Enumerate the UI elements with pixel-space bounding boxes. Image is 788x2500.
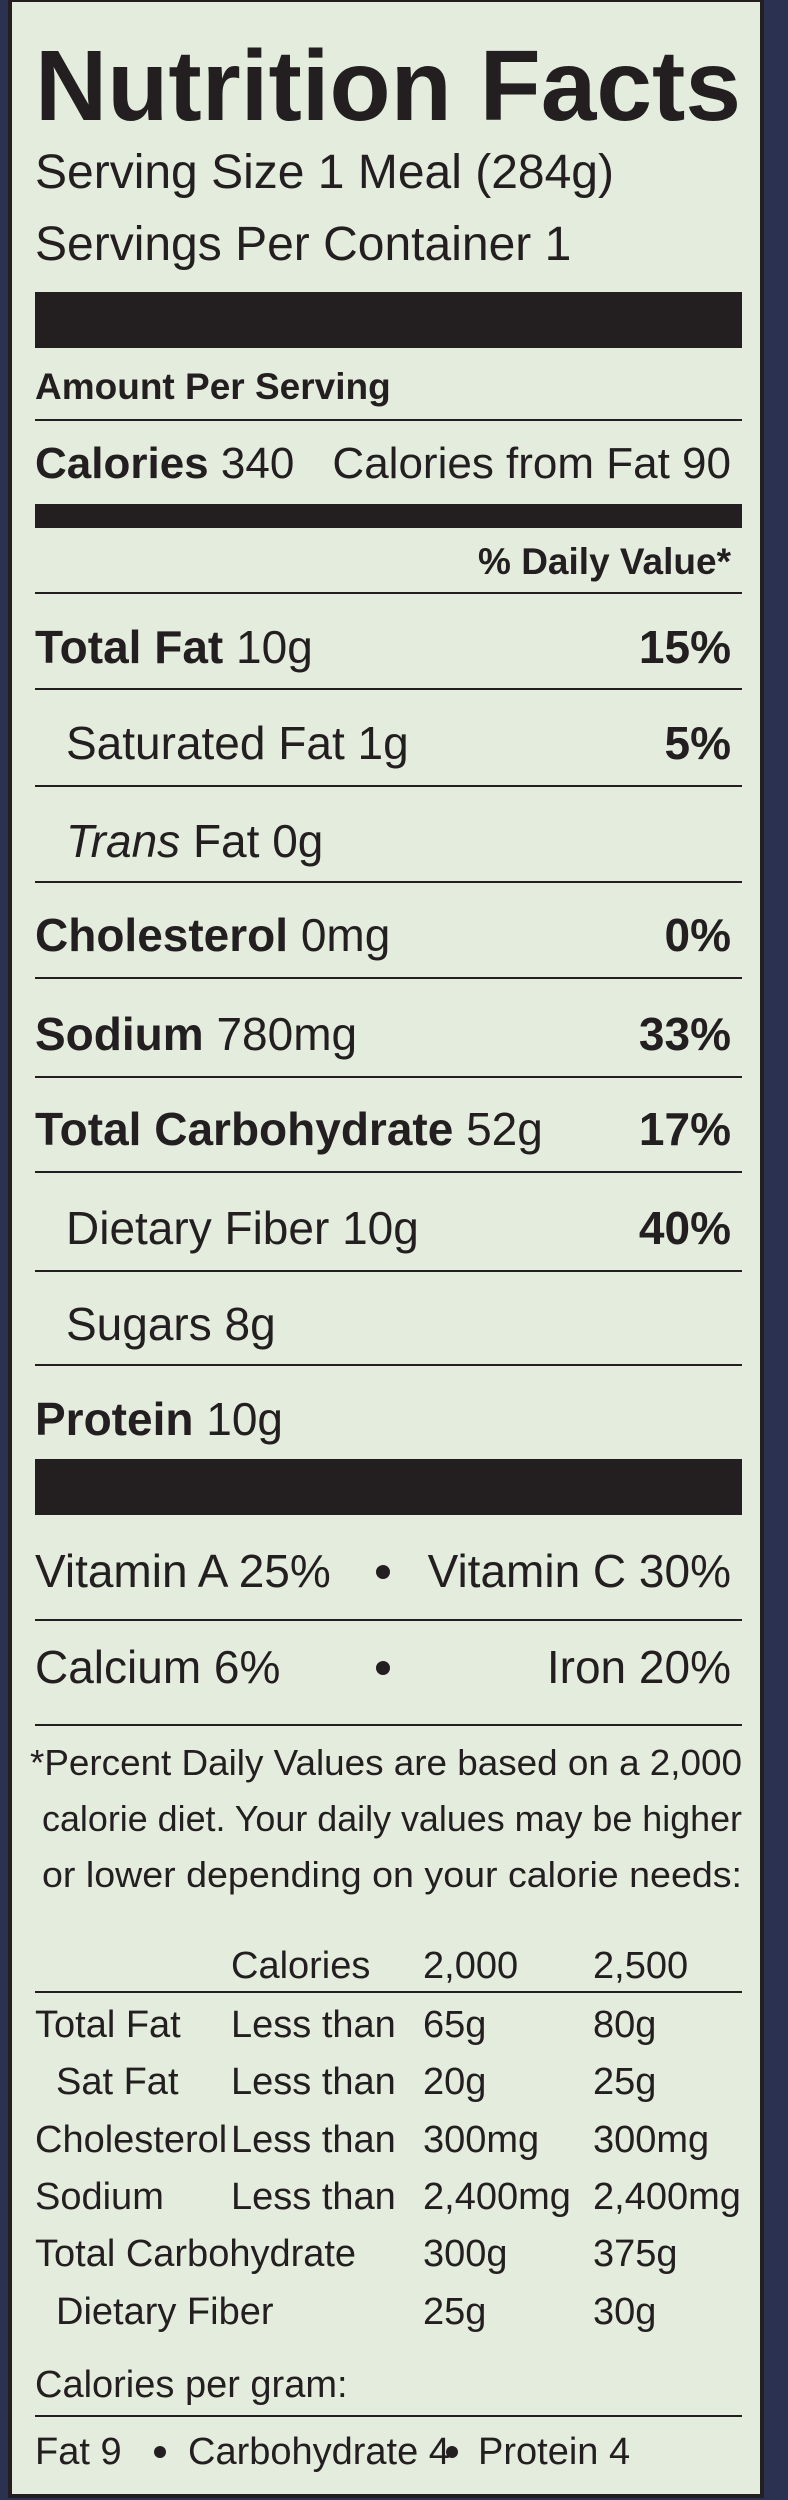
table-2500: 375g	[593, 2233, 678, 2275]
nutrient-row: Sugars 8g	[66, 1298, 276, 1350]
nutrient-row: Dietary Fiber 10g	[66, 1202, 419, 1254]
vitamin-left: Vitamin A 25%	[35, 1545, 331, 1597]
vitamin-left: Calcium 6%	[35, 1641, 280, 1693]
nutrient-name: Total Fat	[35, 621, 223, 673]
thick-bar	[35, 292, 742, 348]
table-header: Calories	[231, 1945, 370, 1987]
table-header: 2,500	[593, 1945, 688, 1987]
daily-value: 5%	[665, 717, 731, 769]
daily-value: 15%	[639, 621, 731, 673]
nutrient-amount: 52g	[466, 1103, 543, 1155]
title: Nutrition Facts	[35, 30, 741, 142]
bullet	[376, 1565, 390, 1579]
table-nutrient: Total Fat	[35, 2004, 181, 2046]
nutrient-amount: 1g	[358, 717, 409, 769]
calories-label: Calories	[35, 439, 209, 488]
table-2500: 30g	[593, 2291, 656, 2333]
serving-size: Serving Size 1 Meal (284g)	[35, 146, 614, 199]
table-limit: Less than	[231, 2004, 396, 2046]
table-2500: 25g	[593, 2061, 656, 2103]
nutrient-name: Sugars	[66, 1298, 212, 1350]
label-content: Total Fat 10g 15% Saturated Fat 1g 5% Trans …	[30, 621, 742, 2473]
nutrient-name: Cholesterol	[35, 909, 288, 961]
calories-per-gram-heading: Calories per gram:	[35, 2364, 348, 2406]
calories-from-fat: Calories from Fat 90	[332, 439, 731, 488]
nutrient-row: Cholesterol 0mg	[35, 909, 390, 961]
table-nutrient: Dietary Fiber	[56, 2291, 274, 2333]
table-nutrient: Sat Fat	[56, 2061, 179, 2103]
calories-per-gram-item: Fat 9	[35, 2431, 122, 2473]
nutrient-name: Protein	[35, 1393, 193, 1445]
table-2500: 300mg	[593, 2119, 709, 2161]
thick-bar	[35, 1459, 742, 1515]
calories-line: Calories 340	[35, 439, 294, 488]
nutrient-row: Trans Fat 0g	[66, 815, 323, 867]
nutrient-row: Protein 10g	[35, 1393, 283, 1445]
calories-per-gram-item: Carbohydrate 4	[188, 2431, 450, 2473]
daily-value: 0%	[665, 909, 731, 961]
nutrient-row: Total Carbohydrate 52g	[35, 1103, 543, 1155]
bullet	[446, 2446, 458, 2458]
nutrient-amount: 10g	[342, 1202, 419, 1254]
nutrient-amount: 8g	[225, 1298, 276, 1350]
nutrient-amount: 0g	[272, 815, 323, 867]
vitamin-right: Iron 20%	[547, 1641, 731, 1693]
nutrient-amount: 780mg	[216, 1008, 357, 1060]
calories-per-gram-item: Protein 4	[478, 2431, 630, 2473]
nutrient-name: Dietary Fiber	[66, 1202, 329, 1254]
table-2000: 25g	[423, 2291, 486, 2333]
calories-value: 340	[221, 439, 294, 488]
table-2000: 2,400mg	[423, 2176, 571, 2218]
table-limit: Less than	[231, 2176, 396, 2218]
nutrient-row: Saturated Fat 1g	[66, 717, 409, 769]
amount-heading: Amount Per Serving	[35, 366, 391, 407]
table-2000: 65g	[423, 2004, 486, 2046]
table-limit: Less than	[231, 2061, 396, 2103]
nutrient-row: Sodium 780mg	[35, 1008, 357, 1060]
nutrient-name-italic: Trans	[66, 815, 180, 867]
daily-value: 40%	[639, 1202, 731, 1254]
table-header: 2,000	[423, 1945, 518, 1987]
daily-value: 33%	[639, 1008, 731, 1060]
servings-per-container: Servings Per Container 1	[35, 218, 571, 271]
table-2500: 2,400mg	[593, 2176, 741, 2218]
nutrient-name: Total Carbohydrate	[35, 1103, 453, 1155]
nutrient-name: Fat	[193, 815, 260, 867]
daily-value: 17%	[639, 1103, 731, 1155]
nutrient-row: Total Fat 10g	[35, 621, 313, 673]
table-2000: 20g	[423, 2061, 486, 2103]
table-2500: 80g	[593, 2004, 656, 2046]
footnote-line: calorie diet. Your daily values may be h…	[42, 1798, 742, 1839]
nutrient-name: Sodium	[35, 1008, 204, 1060]
label-panel	[8, 0, 764, 2498]
table-limit: Less than	[231, 2119, 396, 2161]
nutrient-name: Saturated Fat	[66, 717, 345, 769]
table-nutrient: Cholesterol	[35, 2119, 227, 2161]
nutrient-amount: 10g	[236, 621, 313, 673]
footnote-line: or lower depending on your calorie needs…	[42, 1854, 742, 1895]
table-2000: 300g	[423, 2233, 508, 2275]
table-nutrient: Sodium	[35, 2176, 164, 2218]
bullet	[376, 1661, 390, 1675]
nutrient-amount: 10g	[206, 1393, 283, 1445]
vitamin-right: Vitamin C 30%	[428, 1545, 731, 1597]
bullet	[154, 2446, 166, 2458]
daily-value-heading: % Daily Value*	[478, 541, 732, 582]
nutrient-amount: 0mg	[301, 909, 390, 961]
table-nutrient: Total Carbohydrate	[35, 2233, 356, 2275]
footnote-line: *Percent Daily Values are based on a 2,0…	[30, 1742, 742, 1783]
medium-bar	[35, 504, 742, 528]
table-2000: 300mg	[423, 2119, 539, 2161]
